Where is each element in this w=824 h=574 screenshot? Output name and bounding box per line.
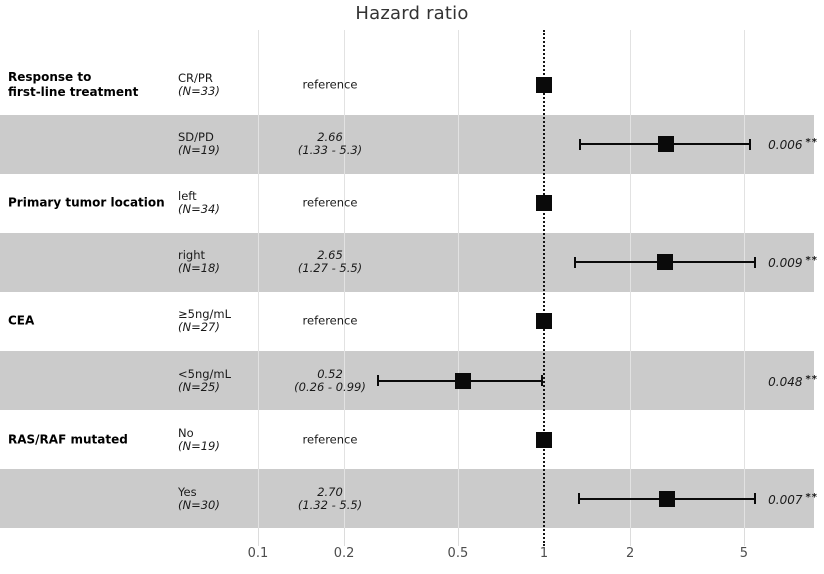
row-level-label: left (N=34) <box>178 190 220 216</box>
estimate-ci: (0.26 - 0.99) <box>294 379 366 394</box>
row-group-label: Response to first-line treatment <box>8 70 139 99</box>
estimate-reference-label: reference <box>302 195 358 210</box>
hr-marker <box>536 77 552 93</box>
row-group-label: Primary tumor location <box>8 195 165 210</box>
row-estimate: reference <box>240 77 420 92</box>
p-value-number: 0.009 <box>768 256 803 271</box>
row-level-label: CR/PR (N=33) <box>178 72 220 98</box>
x-tick-label: 2 <box>625 546 635 561</box>
row-estimate: 0.52 (0.26 - 0.99) <box>240 366 420 394</box>
significance-stars: ** <box>805 373 818 385</box>
gridline <box>258 30 259 528</box>
level-name: ≥5ng/mL <box>178 307 232 322</box>
hr-marker <box>536 431 552 448</box>
axis-tick <box>743 528 745 546</box>
p-value-number: 0.006 <box>768 138 803 153</box>
estimate-ci: (1.33 - 5.3) <box>297 143 363 158</box>
level-n-count: (N=34) <box>178 202 220 217</box>
level-name: <5ng/mL <box>178 366 232 381</box>
row-estimate: reference <box>240 313 420 328</box>
ci-cap-high <box>749 138 752 150</box>
p-value: 0.006 ** <box>618 136 818 152</box>
gridline <box>743 30 745 528</box>
reference-line <box>543 30 545 546</box>
ci-cap-low <box>376 375 379 386</box>
ci-cap-high <box>753 493 756 505</box>
axis-tick <box>630 528 632 546</box>
level-name: CR/PR <box>178 71 213 85</box>
p-value-number: 0.048 <box>768 374 803 389</box>
row-level-label: SD/PD (N=19) <box>178 131 220 157</box>
axis-tick <box>457 528 459 546</box>
p-value: 0.048 ** <box>618 373 818 389</box>
significance-stars: ** <box>805 491 818 503</box>
hr-marker <box>659 490 676 507</box>
estimate-reference-label: reference <box>302 432 358 447</box>
ci-cap-low <box>578 493 581 505</box>
level-name: right <box>178 248 206 263</box>
level-n-count: (N=18) <box>178 261 220 276</box>
row-estimate: reference <box>240 433 420 446</box>
estimate-value: 2.70 <box>317 484 343 499</box>
row-estimate: reference <box>240 195 420 210</box>
row-group-label: CEA <box>8 313 35 328</box>
level-n-count: (N=19) <box>178 438 220 453</box>
axis-tick <box>258 528 259 546</box>
hr-marker <box>454 372 471 389</box>
row-group-label: RAS/RAF mutated <box>8 432 128 447</box>
hr-marker <box>657 254 674 271</box>
ci-cap-low <box>573 256 576 268</box>
p-value: 0.009 ** <box>618 254 818 270</box>
ci-cap-high <box>753 256 756 268</box>
ci-cap-low <box>579 138 582 150</box>
x-tick-label: 0.1 <box>247 546 269 561</box>
level-n-count: (N=27) <box>178 320 220 335</box>
hr-marker <box>536 313 552 330</box>
estimate-value: 2.65 <box>317 248 343 263</box>
row-estimate: 2.65 (1.27 - 5.5) <box>240 249 420 275</box>
row-estimate: 2.66 (1.33 - 5.3) <box>240 131 420 157</box>
significance-stars: ** <box>805 255 818 267</box>
estimate-ci: (1.32 - 5.5) <box>297 497 363 512</box>
level-name: Yes <box>178 484 197 499</box>
estimate-ci: (1.27 - 5.5) <box>297 261 363 276</box>
row-estimate: 2.70 (1.32 - 5.5) <box>240 484 420 512</box>
level-n-count: (N=19) <box>178 143 220 158</box>
row-level-label: <5ng/mL (N=25) <box>178 366 232 394</box>
level-n-count: (N=33) <box>178 84 220 98</box>
level-n-count: (N=25) <box>178 379 220 394</box>
x-tick-label: 0.5 <box>447 546 469 561</box>
gridline <box>457 30 459 528</box>
estimate-value: 2.66 <box>317 130 343 145</box>
ci-cap-high <box>540 375 543 386</box>
row-level-label: Yes (N=30) <box>178 484 220 512</box>
p-value-number: 0.007 <box>768 492 803 507</box>
level-name: SD/PD <box>178 130 214 145</box>
gridline <box>344 30 346 528</box>
x-tick-label: 1 <box>539 546 549 561</box>
hr-marker <box>657 136 674 153</box>
chart-title: Hazard ratio <box>355 3 469 24</box>
level-n-count: (N=30) <box>178 497 220 512</box>
estimate-value: 0.52 <box>317 366 343 381</box>
level-name: No <box>178 425 194 440</box>
p-value: 0.007 ** <box>618 491 818 507</box>
row-level-label: right (N=18) <box>178 249 220 275</box>
x-tick-label: 5 <box>739 546 749 561</box>
row-level-label: ≥5ng/mL (N=27) <box>178 308 231 334</box>
estimate-reference-label: reference <box>302 313 358 328</box>
axis-tick <box>344 528 346 546</box>
significance-stars: ** <box>805 137 818 149</box>
estimate-reference-label: reference <box>302 77 358 92</box>
x-tick-label: 0.2 <box>333 546 355 561</box>
hr-marker <box>536 195 552 212</box>
row-level-label: No (N=19) <box>178 425 220 453</box>
level-name: left <box>178 189 197 204</box>
gridline <box>630 30 632 528</box>
